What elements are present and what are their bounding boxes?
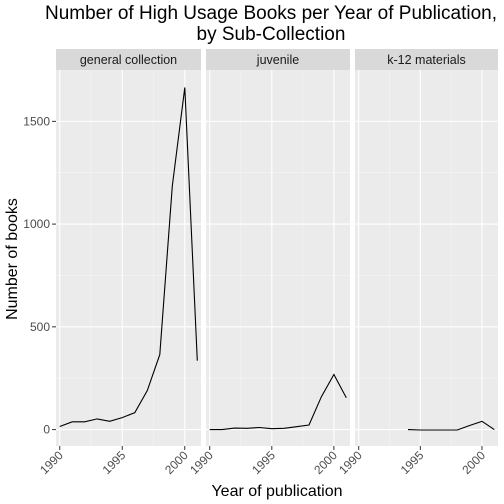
chart-title: Number of High Usage Books per Year of P… (45, 3, 497, 45)
series-line (209, 373, 347, 431)
x-axis-title: Year of publication (211, 483, 342, 500)
x-tick-label: 1990 (37, 448, 66, 477)
facet-strip-label: k-12 materials (387, 53, 466, 67)
x-tick-label: 2000 (459, 448, 488, 477)
x-tick-label: 1995 (100, 448, 129, 477)
y-tick-label: 1000 (23, 217, 50, 231)
facet-strip (56, 49, 201, 70)
panel-background (206, 70, 350, 446)
y-axis-title: Number of books (4, 198, 21, 320)
series-line (407, 420, 495, 431)
facet-strip (206, 49, 350, 70)
panel-background (355, 70, 498, 446)
x-tick-label: 2000 (162, 448, 191, 477)
y-tick-label: 1500 (23, 114, 50, 128)
facet-strip-label: general collection (80, 53, 177, 67)
facet-juvenile: juvenile 1990 1995 2000 (187, 49, 350, 477)
x-tick-label: 1995 (398, 448, 427, 477)
facet-strip (355, 49, 498, 70)
facet-general-collection: general collection 1990 1995 2000 (37, 49, 201, 477)
x-tick-label: 1990 (336, 448, 365, 477)
facet-panels: general collection 1990 1995 2000 juvenile 19… (37, 49, 498, 477)
y-tick-label: 500 (30, 320, 50, 334)
x-tick-label: 1990 (187, 448, 216, 477)
series-line (59, 87, 198, 428)
x-tick-label: 2000 (311, 448, 340, 477)
y-axis: 0 500 1000 1500 (23, 114, 56, 437)
y-tick-label: 0 (43, 423, 50, 437)
panel-background (56, 70, 201, 446)
x-tick-label: 1995 (249, 448, 278, 477)
facet-k-12-materials: k-12 materials 1990 1995 2000 (336, 49, 498, 477)
facet-strip-label: juvenile (256, 53, 299, 67)
